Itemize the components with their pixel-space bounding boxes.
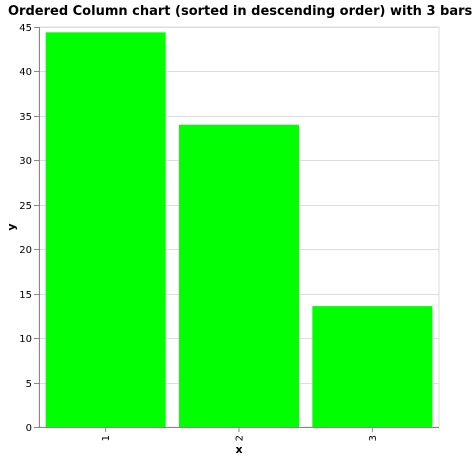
- axes: 0 5 10 15 20 25 30 35 40 45 1 2 3: [19, 23, 439, 441]
- y-tick-label: 45: [19, 23, 32, 34]
- y-tick-label: 25: [19, 201, 32, 212]
- x-tick-label: 3: [368, 435, 379, 441]
- y-tick-label: 40: [19, 67, 32, 78]
- x-tick-label: 1: [101, 435, 112, 441]
- y-tick-label: 20: [19, 245, 32, 256]
- chart-title: Ordered Column chart (sorted in descendi…: [8, 4, 473, 19]
- x-tick-label: 2: [235, 435, 246, 441]
- y-tick-label: 5: [26, 379, 32, 390]
- y-axis-title: y: [5, 223, 18, 230]
- bars: [45, 32, 433, 428]
- bar-2: [179, 124, 299, 428]
- x-axis-title: x: [235, 443, 242, 456]
- y-tick-label: 0: [26, 423, 32, 434]
- y-tick-label: 10: [19, 334, 32, 345]
- y-tick-label: 15: [19, 290, 32, 301]
- bar-3: [312, 306, 433, 427]
- y-tick-label: 30: [19, 156, 32, 167]
- bar-1: [45, 32, 166, 427]
- y-tick-label: 35: [19, 112, 32, 123]
